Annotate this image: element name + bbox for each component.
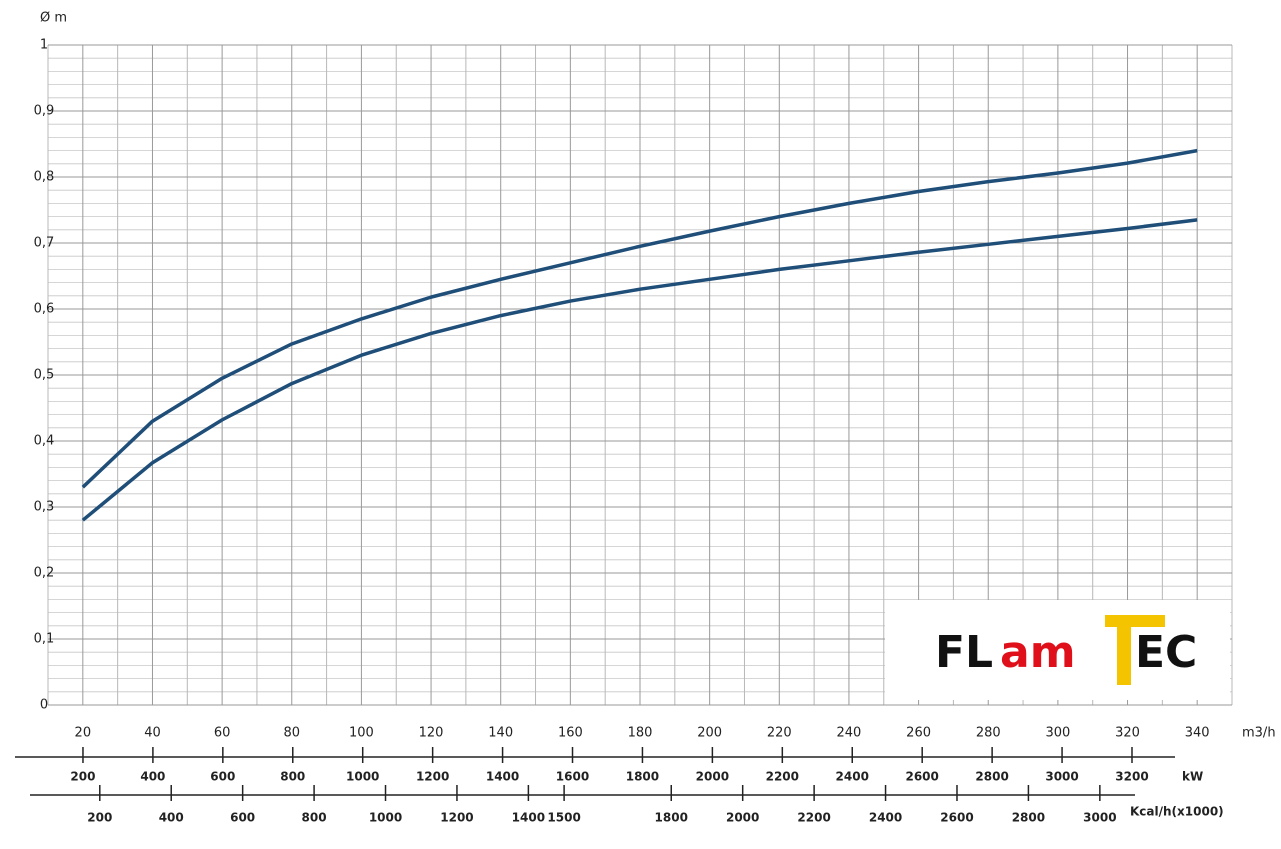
y-tick-label: 0,8 (34, 170, 55, 185)
tick-label: 2600 (940, 811, 973, 825)
x-tick-label: 240 (837, 726, 862, 741)
tick-label: 1400 (512, 811, 545, 825)
y-tick-label: 0,3 (34, 500, 55, 515)
tick-label: 3000 (1083, 811, 1116, 825)
x-tick-label: 100 (349, 726, 374, 741)
y-tick-label: 0,7 (34, 236, 55, 251)
tick-label: 1200 (416, 770, 449, 784)
tick-label: 2000 (726, 811, 759, 825)
x-tick-label: 280 (976, 726, 1001, 741)
tick-label: 800 (280, 770, 305, 784)
tick-label: 2200 (797, 811, 830, 825)
tick-label: 200 (70, 770, 95, 784)
x-tick-label: 60 (214, 726, 231, 741)
tick-label: 1400 (486, 770, 519, 784)
tick-label: 1600 (556, 770, 589, 784)
logo-box (885, 600, 1230, 700)
tick-label: 2800 (975, 770, 1008, 784)
y-axis-label: Ø m (40, 11, 67, 26)
tick-label: 1500 (547, 811, 580, 825)
tick-label: 200 (87, 811, 112, 825)
tick-label: 2800 (1012, 811, 1045, 825)
logo: FLamECT (885, 600, 1230, 700)
tick-label: 1000 (369, 811, 402, 825)
tick-label: 2200 (766, 770, 799, 784)
y-tick-label: 0 (40, 698, 48, 713)
y-tick-label: 1 (40, 38, 48, 53)
y-tick-label: 0,5 (34, 368, 55, 383)
y-tick-label: 0,1 (34, 632, 55, 647)
line (81, 218, 1198, 522)
x-tick-label: 200 (697, 726, 722, 741)
x-tick-label: 340 (1185, 726, 1210, 741)
x-tick-label: 300 (1045, 726, 1070, 741)
tick-label: 800 (302, 811, 327, 825)
x-tick-label: 20 (75, 726, 92, 741)
y-tick-label: 0,4 (34, 434, 55, 449)
x-tick-label: 40 (144, 726, 161, 741)
y-tick-label: 0,9 (34, 104, 55, 119)
x-axis-label: m3/h (1242, 726, 1276, 741)
tick-label: 2400 (869, 811, 902, 825)
tick-label: 2000 (696, 770, 729, 784)
tick-label: 1800 (655, 811, 688, 825)
x-tick-label: 260 (906, 726, 931, 741)
tick-label: 3200 (1115, 770, 1148, 784)
x-tick-label: 120 (419, 726, 444, 741)
tick-label: 600 (210, 770, 235, 784)
x-tick-label: 180 (628, 726, 653, 741)
tick-label: 1200 (440, 811, 473, 825)
tick-label: 400 (159, 811, 184, 825)
logo-text: EC (1135, 627, 1197, 678)
x-tick-label: 220 (767, 726, 792, 741)
logo-text: FL (935, 627, 993, 678)
x2-axis-label: kW (1182, 770, 1203, 784)
logo-text: am (1000, 627, 1076, 678)
y-tick-label: 0,6 (34, 302, 55, 317)
x-tick-label: 80 (283, 726, 300, 741)
logo-shape (1117, 615, 1131, 685)
x3-axis-label: Kcal/h(x1000) (1130, 805, 1224, 819)
line (81, 148, 1198, 489)
x-tick-label: 140 (488, 726, 513, 741)
tick-label: 3000 (1045, 770, 1078, 784)
x-tick-label: 160 (558, 726, 583, 741)
tick-label: 2400 (836, 770, 869, 784)
logo-shape (1105, 615, 1165, 627)
y-tick-label: 0,2 (34, 566, 55, 581)
tick-label: 400 (140, 770, 165, 784)
x-tick-label: 320 (1115, 726, 1140, 741)
tick-label: 1000 (346, 770, 379, 784)
tick-label: 600 (230, 811, 255, 825)
tick-label: 2600 (905, 770, 938, 784)
tick-label: 1800 (626, 770, 659, 784)
